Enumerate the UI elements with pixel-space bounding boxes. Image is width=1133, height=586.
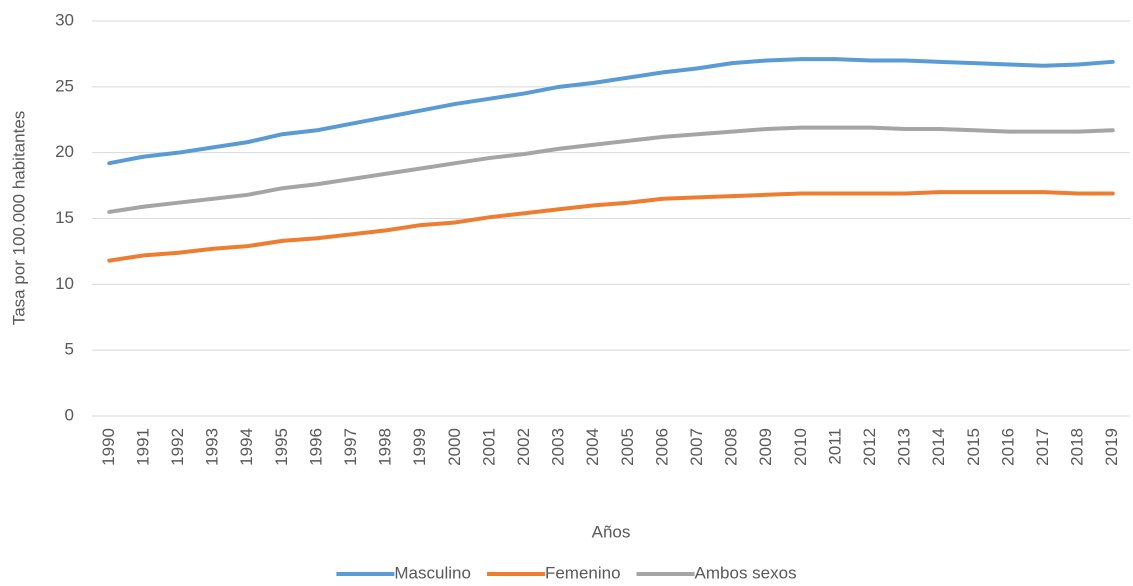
x-tick-label: 2007 [687,428,706,466]
x-tick-label: 2015 [964,428,983,466]
y-tick-label: 20 [55,142,74,161]
x-tick-label: 2004 [583,428,602,466]
x-tick-label: 1994 [237,428,256,466]
x-tick-label: 1995 [272,428,291,466]
x-tick-label: 2008 [722,428,741,466]
x-tick-label: 1990 [99,428,118,466]
legend-label: Femenino [545,563,621,582]
y-axis-title: Tasa por 100.000 habitantes [9,111,28,326]
x-tick-label: 2018 [1068,428,1087,466]
x-tick-label: 2005 [618,428,637,466]
x-tick-label: 2000 [445,428,464,466]
x-tick-label: 1992 [168,428,187,466]
x-tick-label: 2009 [756,428,775,466]
x-tick-label: 1997 [341,428,360,466]
x-tick-label: 2002 [514,428,533,466]
x-tick-label: 2011 [825,428,844,465]
x-tick-label: 1998 [376,428,395,466]
y-tick-label: 0 [65,405,74,424]
series-line [107,57,1115,166]
legend-label: Masculino [394,563,471,582]
x-tick-label: 2017 [1033,428,1052,466]
series-line [107,125,1115,214]
x-tick-label: 1999 [410,428,429,466]
y-tick-label: 5 [65,340,74,359]
legend-label: Ambos sexos [695,563,797,582]
x-tick-label: 2014 [929,428,948,466]
x-tick-label: 1996 [306,428,325,466]
x-tick-label: 2013 [895,428,914,466]
series-line [107,190,1115,263]
y-tick-label: 10 [55,274,74,293]
x-tick-label: 2003 [549,428,568,466]
y-tick-label: 15 [55,208,74,227]
x-axis-title: Años [592,522,631,541]
x-tick-label: 2006 [652,428,671,466]
x-tick-label: 2019 [1102,428,1121,466]
x-tick-label: 2010 [791,428,810,466]
x-tick-label: 1991 [133,428,152,466]
y-tick-label: 30 [55,10,74,29]
x-tick-label: 2012 [860,428,879,466]
x-tick-label: 2016 [998,428,1017,466]
y-tick-label: 25 [55,76,74,95]
x-tick-label: 1993 [203,428,222,466]
x-tick-label: 2001 [479,428,498,466]
